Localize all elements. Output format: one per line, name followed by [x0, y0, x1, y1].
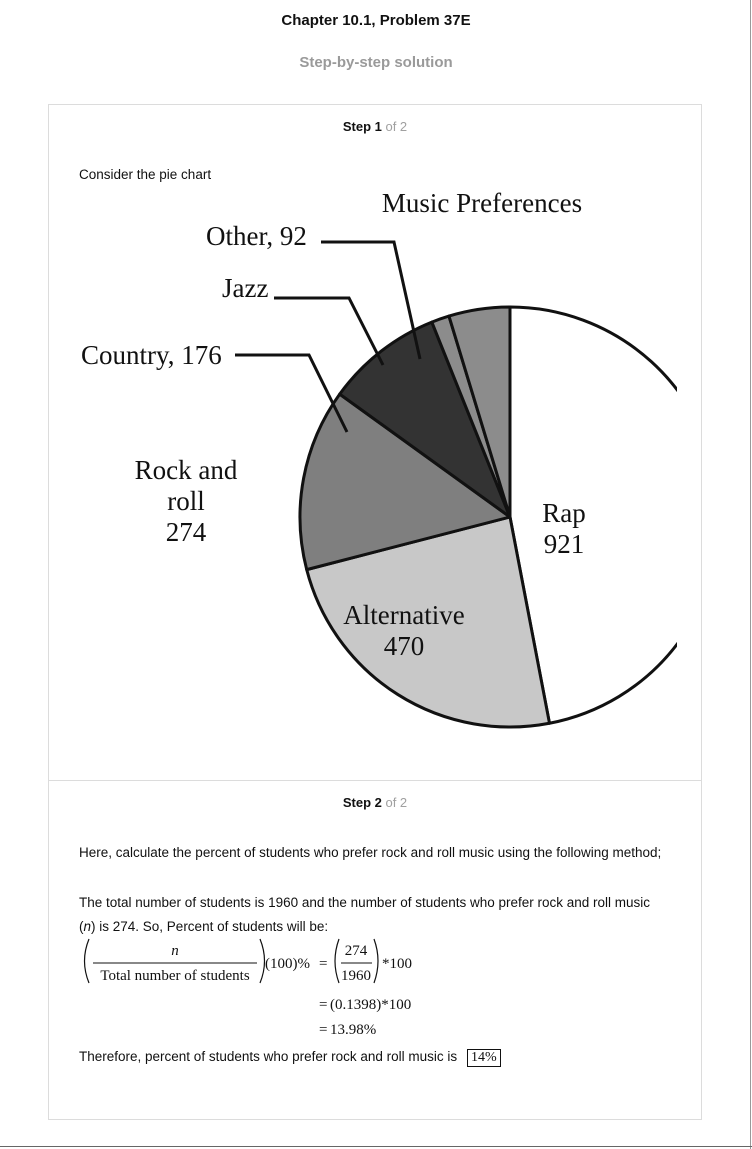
label-country: Country, 176 [81, 340, 222, 370]
solution-card: Step 1 of 2 Consider the pie chart Music… [48, 104, 702, 1120]
para2-variable: n [83, 919, 92, 934]
step1-label: Step 1 [342, 119, 382, 134]
right-border [750, 0, 751, 1149]
pie-slice-alternative [305, 515, 551, 729]
step2-count: of 2 [381, 795, 408, 810]
label-rock-value: 274 [166, 517, 207, 547]
formula-equals: = [319, 956, 327, 972]
step2-label: Step 2 [342, 795, 382, 810]
label-rock-line1: Rock and [135, 455, 238, 485]
fraction-numerator: 274 [345, 943, 368, 959]
formula-line3: 13.98% [330, 1022, 376, 1037]
pie-slice-country [338, 320, 512, 519]
label-other: Other, 92 [206, 221, 307, 251]
pie-slice-other [447, 305, 512, 519]
step-divider [49, 780, 701, 781]
bottom-border [0, 1146, 752, 1147]
pie-slice-rap [508, 305, 677, 725]
formula-numerator: n [171, 943, 179, 959]
formula-factor: (100)% [265, 956, 310, 972]
label-rock-line2: roll [167, 486, 205, 516]
para2-text-a: The total number of students is 1960 and… [79, 895, 651, 934]
formula-line2: (0.1398)*100 [330, 997, 411, 1013]
conclusion-text: Therefore, percent of students who prefe… [79, 1049, 458, 1064]
step2-heading: Step 2 of 2 [49, 795, 701, 810]
step1-intro: Consider the pie chart [79, 167, 212, 182]
conclusion: Therefore, percent of students who prefe… [79, 1045, 669, 1069]
pie-slice-rock-and-roll [298, 392, 512, 572]
leader-other [321, 240, 422, 360]
label-alt-name: Alternative [343, 600, 464, 630]
label-rap-name: Rap [542, 498, 586, 528]
leader-country [235, 353, 349, 433]
fraction-denominator: 1960 [341, 968, 371, 984]
percent-formula: n Total number of students (100)% = 274 … [83, 938, 412, 1037]
leader-jazz [274, 296, 385, 366]
formula-line3-equals: = [319, 1022, 327, 1037]
step1-heading: Step 1 of 2 [49, 119, 701, 134]
pie-chart: Music Preferences Rap 921 Alternative 47… [81, 188, 677, 729]
formula-denominator: Total number of students [100, 968, 250, 984]
label-alt-value: 470 [384, 631, 425, 661]
formula-line2-equals: = [319, 997, 327, 1013]
formula-times100: *100 [382, 956, 412, 972]
label-rap-value: 921 [544, 529, 585, 559]
solution-subtitle: Step-by-step solution [299, 54, 453, 71]
label-jazz: Jazz [222, 273, 268, 303]
answer-box: 14% [466, 1049, 501, 1067]
pie-slices [298, 305, 677, 729]
step1-count: of 2 [381, 119, 408, 134]
step2-paragraph2: The total number of students is 1960 and… [79, 891, 669, 939]
step2-paragraph1: Here, calculate the percent of students … [79, 845, 662, 860]
para2-text-b: ) is 274. So, Percent of students will b… [91, 919, 329, 934]
page-title: Chapter 10.1, Problem 37E [281, 12, 471, 29]
chart-title: Music Preferences [382, 188, 582, 218]
